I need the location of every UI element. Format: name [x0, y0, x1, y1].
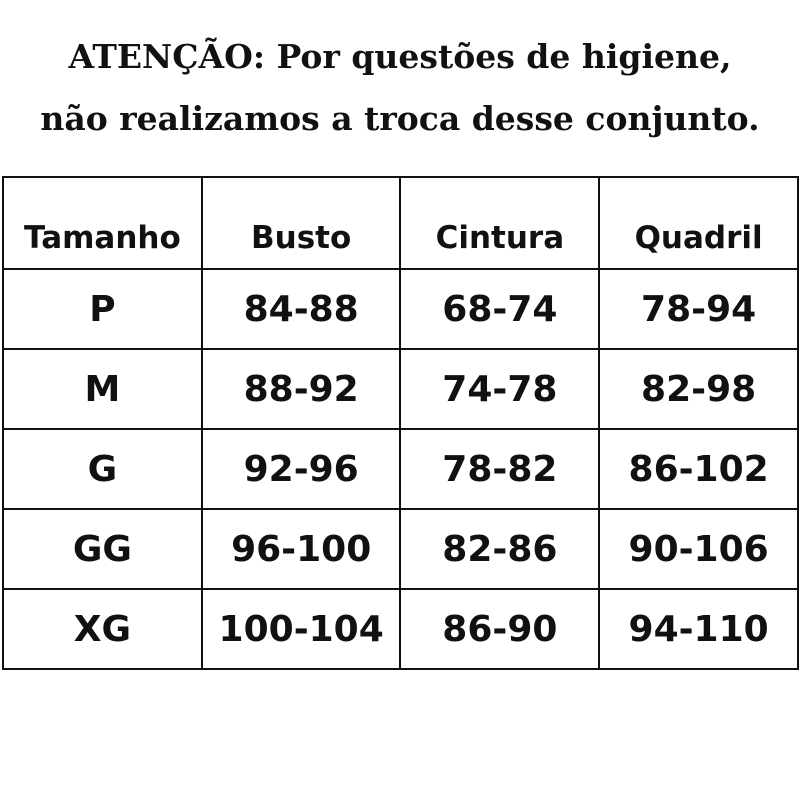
cell-quadril: 86-102: [598, 428, 799, 510]
table-row: XG 100-104 86-90 94-110: [2, 588, 799, 670]
cell-busto: 88-92: [200, 348, 402, 430]
header-quadril: Quadril: [598, 176, 799, 270]
cell-busto: 92-96: [200, 428, 402, 510]
cell-busto: 96-100: [200, 508, 402, 590]
cell-cintura: 86-90: [399, 588, 601, 670]
table-row: G 92-96 78-82 86-102: [2, 428, 799, 510]
table-row: P 84-88 68-74 78-94: [2, 268, 799, 350]
size-table: Tamanho Busto Cintura Quadril P 84-88 68-7…: [2, 176, 799, 670]
cell-size: GG: [2, 508, 203, 590]
cell-quadril: 90-106: [598, 508, 799, 590]
cell-size: M: [2, 348, 203, 430]
cell-cintura: 78-82: [399, 428, 601, 510]
cell-quadril: 82-98: [598, 348, 799, 430]
cell-quadril: 94-110: [598, 588, 799, 670]
table-row: M 88-92 74-78 82-98: [2, 348, 799, 430]
cell-size: P: [2, 268, 203, 350]
header-busto: Busto: [200, 176, 402, 270]
header-tamanho: Tamanho: [2, 176, 203, 270]
cell-cintura: 82-86: [399, 508, 601, 590]
notice-line-2: não realizamos a troca desse conjunto.: [40, 99, 760, 138]
table-row: GG 96-100 82-86 90-106: [2, 508, 799, 590]
cell-quadril: 78-94: [598, 268, 799, 350]
cell-size: XG: [2, 588, 203, 670]
cell-cintura: 74-78: [399, 348, 601, 430]
cell-size: G: [2, 428, 203, 510]
notice-line-1: ATENÇÃO: Por questões de higiene,: [68, 37, 732, 76]
cell-busto: 100-104: [200, 588, 402, 670]
hygiene-notice: ATENÇÃO: Por questões de higiene, não re…: [0, 26, 800, 150]
header-cintura: Cintura: [399, 176, 601, 270]
cell-cintura: 68-74: [399, 268, 601, 350]
cell-busto: 84-88: [200, 268, 402, 350]
table-header-row: Tamanho Busto Cintura Quadril: [2, 176, 799, 270]
